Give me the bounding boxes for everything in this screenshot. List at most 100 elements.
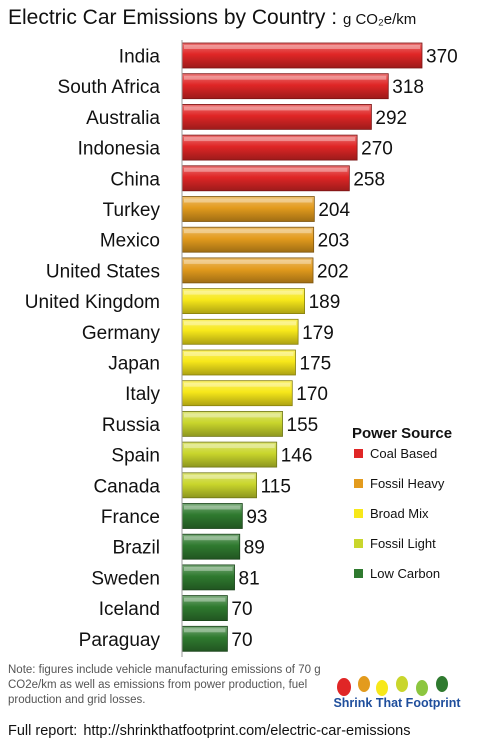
bar-highlight: [184, 75, 387, 80]
legend-label: Coal Based: [370, 446, 437, 461]
data-label: 203: [318, 231, 350, 252]
bar-highlight: [184, 259, 312, 264]
category-label: United States: [46, 261, 160, 282]
category-label: India: [119, 47, 161, 68]
category-label: China: [110, 169, 160, 190]
data-label: 89: [244, 538, 265, 559]
bar-highlight: [184, 229, 312, 234]
brand-logo: Shrink That Footprint: [322, 672, 472, 722]
bar-highlight: [184, 536, 238, 541]
bar-india: [181, 42, 423, 69]
data-label: 179: [302, 323, 334, 344]
bar-highlight: [184, 167, 348, 172]
bar-sweden: [181, 564, 235, 591]
bar-highlight: [184, 45, 420, 49]
bar-china: [181, 165, 350, 192]
bar-australia: [181, 104, 372, 130]
footer-label: Full report:: [8, 723, 78, 739]
category-label: Indonesia: [78, 139, 161, 160]
category-label: Brazil: [112, 538, 160, 559]
category-label: South Africa: [58, 77, 161, 98]
bar-turkey: [181, 196, 315, 222]
category-label: Paraguay: [79, 630, 161, 651]
footer-link[interactable]: http://shrinkthatfootprint.com/electric-…: [83, 723, 411, 739]
legend-swatch-fossil-light: [354, 539, 363, 548]
chart-title-unit: g CO₂e/km: [342, 11, 417, 28]
footnote: Note: figures include vehicle manufactur…: [8, 664, 321, 706]
bar-mexico: [181, 226, 315, 253]
data-label: 292: [375, 108, 407, 129]
category-label: Iceland: [99, 599, 160, 620]
bar-united-states: [181, 257, 314, 284]
bar-highlight: [184, 198, 313, 203]
category-label: Australia: [86, 108, 160, 129]
bar-highlight: [184, 382, 291, 387]
bar-highlight: [184, 628, 226, 633]
legend-label: Fossil Heavy: [370, 476, 445, 491]
bar-highlight: [184, 290, 303, 295]
bar-iceland: [181, 595, 228, 621]
data-label: 175: [300, 354, 332, 375]
bar-france: [181, 503, 243, 529]
bar-chart: India 370 South Africa 318 Australia 292 Indon…: [25, 40, 458, 657]
legend-title: Power Source: [352, 425, 452, 442]
category-label: Germany: [82, 323, 161, 344]
legend-swatch-fossil-heavy: [354, 479, 363, 488]
bar-germany: [181, 318, 299, 345]
footer: Full report: http://shrinkthatfootprint.c…: [8, 723, 478, 739]
data-label: 202: [317, 261, 349, 282]
data-label: 115: [261, 476, 291, 497]
bar-indonesia: [181, 134, 358, 161]
bar-highlight: [184, 474, 255, 479]
data-label: 146: [281, 446, 313, 467]
bar-highlight: [184, 597, 226, 602]
data-label: 258: [353, 169, 385, 190]
category-label: Italy: [125, 384, 160, 405]
category-label: Mexico: [100, 231, 160, 252]
bar-highlight: [184, 566, 233, 571]
data-label: 189: [309, 292, 341, 313]
data-label: 370: [426, 47, 458, 68]
bar-united-kingdom: [181, 288, 305, 315]
data-label: 70: [231, 630, 252, 651]
bar-russia: [181, 410, 283, 437]
data-label: 155: [287, 415, 319, 436]
bar-canada: [181, 472, 257, 499]
legend-label: Fossil Light: [370, 536, 436, 551]
bar-south-africa: [181, 73, 389, 100]
bar-japan: [181, 349, 296, 376]
data-label: 318: [392, 77, 424, 98]
brand-name: Shrink That Footprint: [333, 696, 461, 710]
bar-italy: [181, 380, 293, 407]
chart-title: Electric Car Emissions by Country : g CO…: [8, 6, 478, 30]
category-label: Sweden: [91, 568, 160, 589]
data-label: 93: [246, 507, 267, 528]
bar-highlight: [184, 321, 297, 326]
legend-label: Broad Mix: [370, 506, 429, 521]
data-label: 70: [231, 599, 252, 620]
category-label: Canada: [93, 476, 160, 497]
bar-highlight: [184, 137, 356, 142]
category-label: Turkey: [103, 200, 161, 221]
bar-highlight: [184, 106, 370, 111]
bar-highlight: [184, 505, 241, 510]
legend-swatch-coal: [354, 449, 363, 458]
legend-label: Low Carbon: [370, 566, 440, 581]
category-label: France: [101, 507, 160, 528]
data-label: 270: [361, 139, 393, 160]
legend-swatch-low: [354, 569, 363, 578]
bar-brazil: [181, 533, 241, 560]
category-label: Russia: [102, 415, 161, 436]
data-label: 170: [296, 384, 328, 405]
chart-title-main: Electric Car Emissions by Country :: [8, 6, 338, 29]
bar-spain: [181, 441, 278, 468]
bar-highlight: [184, 352, 294, 356]
bar-highlight: [184, 444, 275, 449]
footprint-icon: [337, 676, 448, 696]
legend-swatch-broad: [354, 509, 363, 518]
data-label: 204: [318, 200, 350, 221]
category-label: United Kingdom: [25, 292, 160, 313]
bar-highlight: [184, 413, 281, 418]
category-label: Japan: [108, 354, 160, 375]
category-label: Spain: [111, 446, 160, 467]
